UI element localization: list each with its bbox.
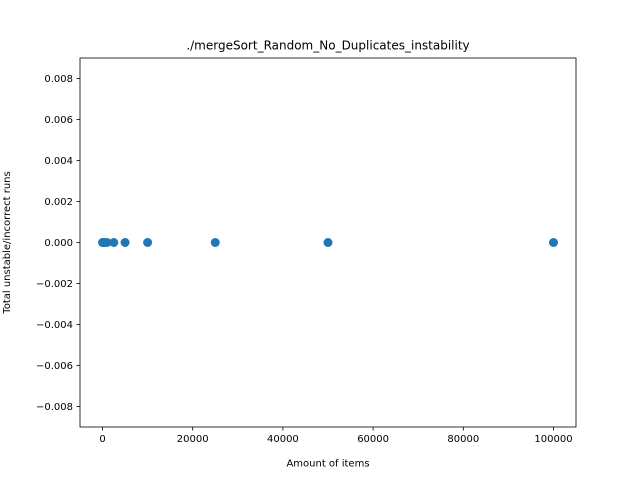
data-point (102, 238, 112, 247)
data-point (548, 238, 558, 247)
y-tick-label: 0.008 (44, 74, 73, 85)
data-point (323, 238, 333, 247)
x-tick-label: 100000 (534, 434, 572, 445)
y-tick-label: −0.006 (36, 361, 73, 372)
x-tick-label: 80000 (447, 434, 479, 445)
y-tick-label: 0.002 (44, 197, 73, 208)
data-point (109, 238, 119, 247)
chart-title: ./mergeSort_Random_No_Duplicates_instabi… (186, 39, 469, 53)
y-tick-label: 0.006 (44, 115, 73, 126)
data-point (143, 238, 153, 247)
data-point (210, 238, 220, 247)
x-tick-label: 40000 (267, 434, 299, 445)
y-tick-label: 0.000 (44, 238, 73, 249)
y-tick-label: −0.002 (36, 279, 73, 290)
y-tick-label: −0.008 (36, 402, 73, 413)
y-tick-label: 0.004 (44, 156, 73, 167)
y-axis-title: Total unstable/incorrect runs (2, 171, 13, 314)
y-tick-label: −0.004 (36, 320, 73, 331)
plot-area: 0 20000 40000 60000 80000 100000 −0.008 −0.006 −… (36, 57, 577, 445)
x-tick-label: 60000 (357, 434, 389, 445)
x-tick-label: 20000 (177, 434, 209, 445)
x-axis-title: Amount of items (286, 459, 369, 470)
x-tick-label: 0 (99, 434, 105, 445)
data-point (120, 238, 130, 247)
